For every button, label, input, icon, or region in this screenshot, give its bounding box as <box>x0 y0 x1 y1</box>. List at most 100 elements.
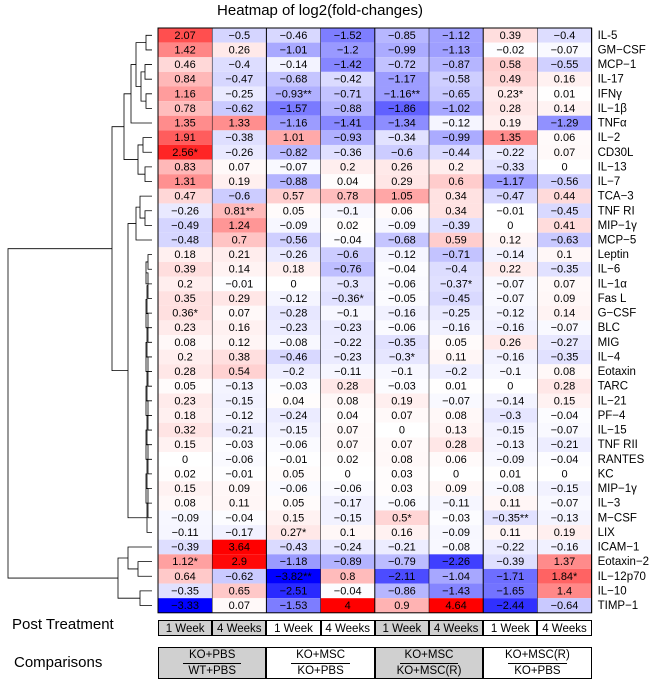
comparison-denominator: KO+MSC(R) <box>396 665 462 677</box>
cell-value-label: −0.3* <box>389 351 416 363</box>
heatmap-cell <box>374 568 429 584</box>
cell-value-label: 1.91 <box>174 132 195 144</box>
heatmap-cell <box>158 291 213 306</box>
heatmap-cell <box>429 305 484 321</box>
cell-value-label: 2.56* <box>172 147 198 159</box>
heatmap-cell <box>320 42 375 58</box>
row-label: PF−4 <box>598 410 626 422</box>
cell-value-label: 0.08 <box>445 410 466 422</box>
heatmap-cell <box>537 598 592 613</box>
cell-value-label: −0.85 <box>388 30 416 42</box>
heatmap-cell <box>158 335 213 350</box>
heatmap-cell <box>537 378 592 394</box>
heatmap-cell <box>537 159 592 175</box>
cell-value-label: −0.06 <box>388 278 416 290</box>
cell-value-label: 3.64 <box>229 542 250 554</box>
cell-value-label: 0.13 <box>445 425 466 437</box>
row-label: TNF RI <box>598 205 635 217</box>
heatmap-cell <box>374 144 429 160</box>
heatmap-cell <box>266 451 321 467</box>
cell-value-label: 0.29 <box>229 293 250 305</box>
cell-value-label: −0.45 <box>551 205 579 217</box>
heatmap-cell <box>537 568 592 584</box>
cell-value-label: 0.12 <box>229 337 250 349</box>
heatmap-cell <box>266 408 321 423</box>
heatmap-cell <box>158 495 213 511</box>
heatmap-cell <box>212 349 267 365</box>
cell-value-label: −0.24 <box>334 542 362 554</box>
heatmap-cell <box>212 568 267 584</box>
cell-value-label: −0.88 <box>334 103 362 115</box>
cell-value-label: −0.6 <box>228 191 250 203</box>
cell-value-label: −0.89 <box>334 556 362 568</box>
heatmap-cell <box>374 466 429 482</box>
heatmap-cell <box>537 247 592 262</box>
row-labels: IL-5 GM−CSF MCP−1 IL-17 IFNγ IL−1β TNFα IL−2 CD3… <box>598 30 649 612</box>
cell-value-label: −0.26 <box>225 147 253 159</box>
heatmap-cell <box>266 130 321 145</box>
heatmap-cell <box>537 86 592 102</box>
heatmap-cell <box>320 188 375 204</box>
heatmap-cell <box>374 554 429 569</box>
heatmap-cell <box>374 115 429 131</box>
heatmap-cell <box>483 335 538 350</box>
cell-value-label: 0.83 <box>174 161 195 173</box>
heatmap-cell <box>374 393 429 409</box>
heatmap-cell <box>374 71 429 87</box>
heatmap-cell <box>374 437 429 452</box>
heatmap-cell <box>266 466 321 482</box>
cell-value-label: −0.79 <box>388 556 416 568</box>
heatmap-cell <box>266 144 321 160</box>
cell-value-label: −1.17 <box>496 176 524 188</box>
cell-value-label: −0.09 <box>388 220 416 232</box>
row-label: IFNγ <box>598 88 623 100</box>
cell-value-label: −0.12 <box>225 410 253 422</box>
cell-value-label: −0.09 <box>496 454 524 466</box>
cell-value-label: 0.78 <box>174 103 195 115</box>
heatmap-cell <box>537 57 592 72</box>
cell-value-label: 0.19 <box>554 527 575 539</box>
cell-value-label: −1.16 <box>280 118 308 130</box>
cell-value-label: −0.16 <box>551 542 579 554</box>
cell-value-label: 0.11 <box>446 351 467 363</box>
cell-value-label: −0.23 <box>280 322 308 334</box>
heatmap-cell <box>212 510 267 526</box>
heatmap-cell <box>537 335 592 350</box>
heatmap-cell <box>158 261 213 277</box>
heatmap-cell <box>429 232 484 248</box>
cell-value-label: 1.33 <box>229 118 250 130</box>
cell-value-label: −0.35 <box>388 337 416 349</box>
heatmap-cell <box>212 174 267 189</box>
cell-value-label: −0.62 <box>225 571 253 583</box>
row-label: GM−CSF <box>598 44 646 56</box>
cell-value-label: −0.3 <box>499 410 521 422</box>
cell-value-label: −0.07 <box>496 278 524 290</box>
heatmap-cell <box>266 218 321 233</box>
heatmap-cell <box>266 364 321 379</box>
cell-value-label: −0.03 <box>442 512 470 524</box>
cell-value-label: 0.07 <box>554 147 575 159</box>
cell-value-label: −3.33 <box>171 600 199 612</box>
heatmap-cell <box>320 554 375 569</box>
row-label: KC <box>598 468 614 480</box>
heatmap-cell <box>429 247 484 262</box>
heatmap-cell <box>158 305 213 321</box>
cell-value-label: 0.36* <box>172 308 198 320</box>
heatmap-cell <box>212 583 267 599</box>
cell-value-label: 0.05 <box>283 498 304 510</box>
cell-value-label: 0.2 <box>177 351 192 363</box>
cell-value-label: 0.15 <box>174 439 195 451</box>
heatmap-cell <box>374 203 429 219</box>
heatmap-cell <box>537 466 592 482</box>
heatmap-cell <box>266 115 321 131</box>
heatmap-cell <box>320 218 375 233</box>
cell-value-label: 0.7 <box>232 234 247 246</box>
heatmap-cell <box>374 247 429 262</box>
cell-value-label: 0.12 <box>500 234 521 246</box>
heatmap-cell <box>320 481 375 496</box>
heatmap-cell <box>374 130 429 145</box>
heatmap-cell <box>266 583 321 599</box>
row-label: LIX <box>598 527 616 539</box>
cell-value-label: 0.39 <box>174 264 195 276</box>
cell-value-label: −0.15 <box>496 425 524 437</box>
